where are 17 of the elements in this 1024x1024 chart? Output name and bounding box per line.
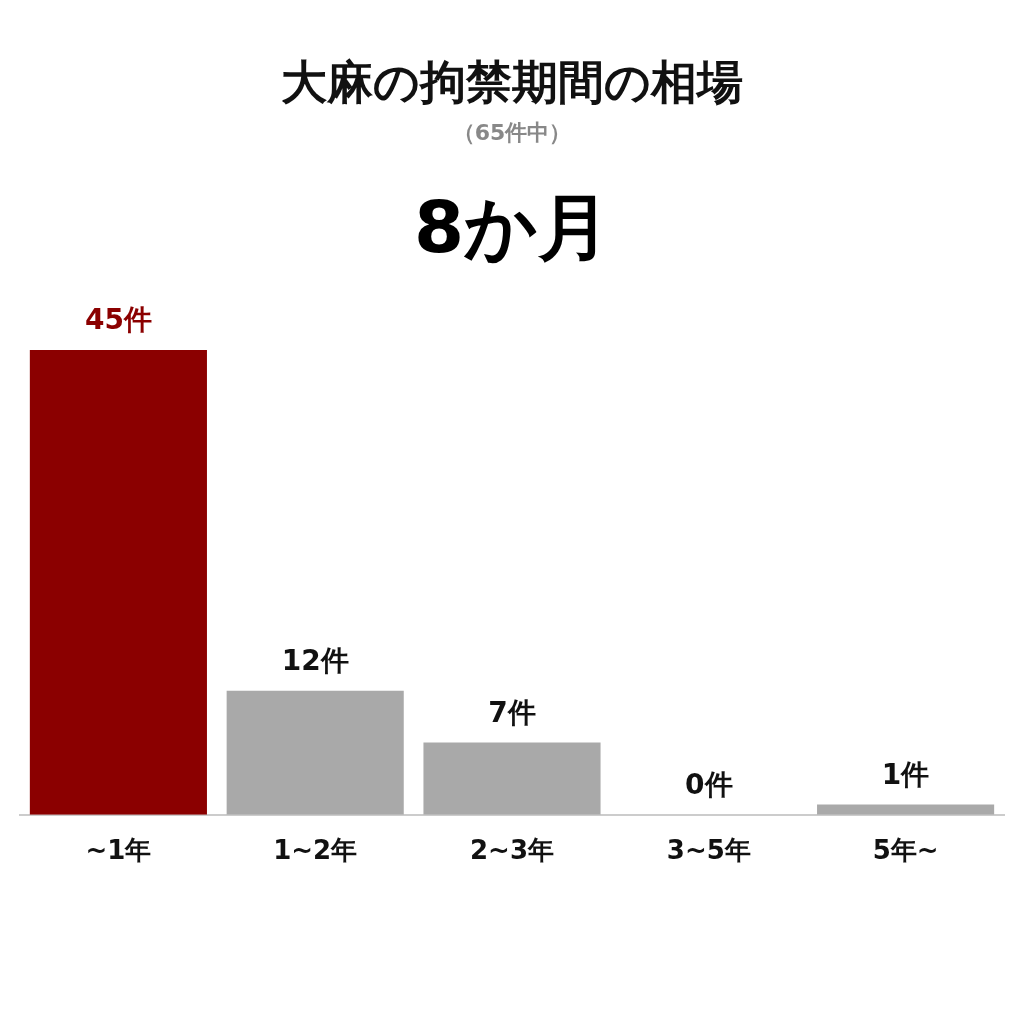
x-tick-label: 2~3年 bbox=[470, 835, 554, 866]
bar bbox=[423, 742, 601, 815]
x-tick-label: ~1年 bbox=[85, 835, 152, 866]
chart-subtitle: （65件中） bbox=[451, 119, 573, 147]
bar bbox=[226, 690, 404, 815]
chart-title: 大麻の拘禁期間の相場 bbox=[280, 54, 744, 111]
text: 8か月 bbox=[412, 184, 612, 271]
bar bbox=[29, 350, 207, 815]
x-tick-label: 1~2年 bbox=[273, 835, 358, 866]
data-label: 45件 bbox=[84, 303, 152, 337]
data-label: 12件 bbox=[281, 644, 349, 678]
data-label: 1件 bbox=[881, 757, 930, 791]
x-tick-label: 5年~ bbox=[872, 835, 939, 866]
data-label: 7件 bbox=[488, 695, 536, 729]
x-tick-label: 3~5年 bbox=[666, 835, 751, 866]
bar bbox=[817, 804, 995, 815]
data-label: 0件 bbox=[685, 768, 733, 802]
